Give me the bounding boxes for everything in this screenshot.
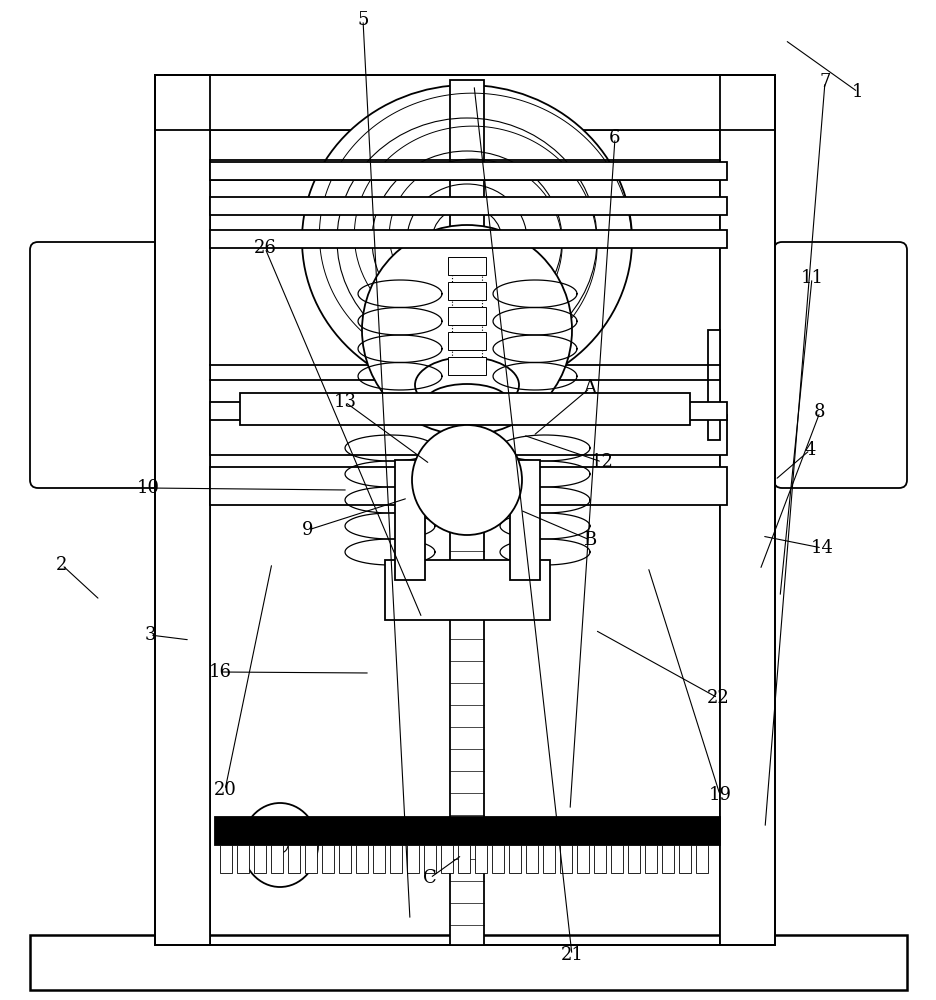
Bar — [305, 845, 316, 873]
Text: C: C — [423, 869, 436, 887]
Bar — [424, 845, 435, 873]
Bar — [240, 393, 689, 425]
Bar — [210, 402, 726, 420]
Bar — [577, 845, 589, 873]
Bar — [447, 332, 486, 350]
Text: 19: 19 — [708, 786, 731, 804]
Text: 12: 12 — [590, 453, 613, 471]
Bar — [627, 845, 639, 873]
Bar — [458, 845, 470, 873]
Bar — [154, 75, 210, 945]
Bar — [154, 75, 774, 945]
Text: 11: 11 — [799, 269, 823, 287]
Circle shape — [271, 837, 287, 853]
Bar — [644, 845, 656, 873]
Bar — [708, 330, 719, 440]
Bar — [719, 75, 774, 945]
Text: 2: 2 — [56, 556, 67, 574]
Bar — [679, 845, 690, 873]
Text: 7: 7 — [818, 73, 830, 91]
Bar — [271, 845, 283, 873]
Bar — [491, 845, 504, 873]
Text: 22: 22 — [706, 689, 728, 707]
Bar — [449, 80, 484, 945]
Bar — [210, 467, 726, 505]
Bar — [210, 130, 719, 945]
Text: 5: 5 — [357, 11, 368, 29]
Bar — [447, 282, 486, 300]
Bar — [441, 845, 452, 873]
Bar — [214, 817, 719, 845]
Bar — [719, 75, 774, 945]
Bar — [322, 845, 333, 873]
Text: 13: 13 — [333, 393, 356, 411]
Text: 10: 10 — [137, 479, 159, 497]
Ellipse shape — [425, 384, 508, 420]
Bar — [356, 845, 368, 873]
Bar — [210, 467, 726, 505]
Circle shape — [361, 225, 571, 435]
Bar — [543, 845, 554, 873]
Bar — [447, 257, 486, 275]
Bar — [373, 845, 385, 873]
Bar — [593, 845, 606, 873]
Bar — [406, 845, 418, 873]
Bar — [220, 845, 232, 873]
Text: A: A — [583, 379, 596, 397]
FancyBboxPatch shape — [30, 242, 163, 488]
Bar — [525, 845, 537, 873]
Ellipse shape — [241, 803, 317, 887]
Bar — [695, 845, 708, 873]
Bar — [395, 460, 425, 580]
FancyBboxPatch shape — [773, 242, 906, 488]
Bar — [509, 460, 539, 580]
Bar — [451, 260, 481, 365]
Bar — [508, 845, 520, 873]
Ellipse shape — [415, 357, 519, 413]
Text: 16: 16 — [209, 663, 231, 681]
Bar — [30, 935, 906, 990]
Bar — [154, 75, 210, 945]
Bar — [662, 845, 673, 873]
Bar — [339, 845, 351, 873]
Bar — [237, 845, 249, 873]
Text: 3: 3 — [144, 626, 155, 644]
Text: 14: 14 — [810, 539, 832, 557]
Ellipse shape — [301, 85, 631, 395]
Bar — [287, 845, 300, 873]
Bar — [447, 307, 486, 325]
Bar — [385, 560, 549, 620]
Bar — [30, 935, 906, 990]
Bar — [210, 415, 726, 455]
Bar — [210, 197, 726, 215]
Bar — [210, 230, 726, 248]
Bar — [210, 162, 726, 180]
Bar — [254, 845, 266, 873]
Bar — [475, 845, 487, 873]
Text: 21: 21 — [560, 946, 583, 964]
Text: 20: 20 — [213, 781, 236, 799]
Bar — [154, 75, 774, 130]
Text: 6: 6 — [608, 129, 620, 147]
Bar — [610, 845, 622, 873]
Bar — [447, 357, 486, 375]
Bar — [154, 75, 774, 130]
Bar — [210, 415, 726, 455]
Text: 1: 1 — [852, 83, 863, 101]
Bar — [389, 845, 402, 873]
Circle shape — [412, 425, 521, 535]
Text: 9: 9 — [302, 521, 314, 539]
Bar — [560, 845, 571, 873]
Text: B: B — [583, 531, 596, 549]
Text: 26: 26 — [254, 239, 276, 257]
Text: 4: 4 — [803, 441, 815, 459]
Text: 8: 8 — [813, 403, 825, 421]
